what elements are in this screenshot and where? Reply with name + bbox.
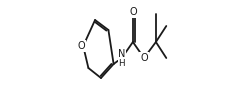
Text: O: O [77,41,85,51]
Text: O: O [140,53,148,63]
Text: N: N [118,49,125,59]
Text: H: H [119,59,125,68]
Text: O: O [129,7,137,17]
